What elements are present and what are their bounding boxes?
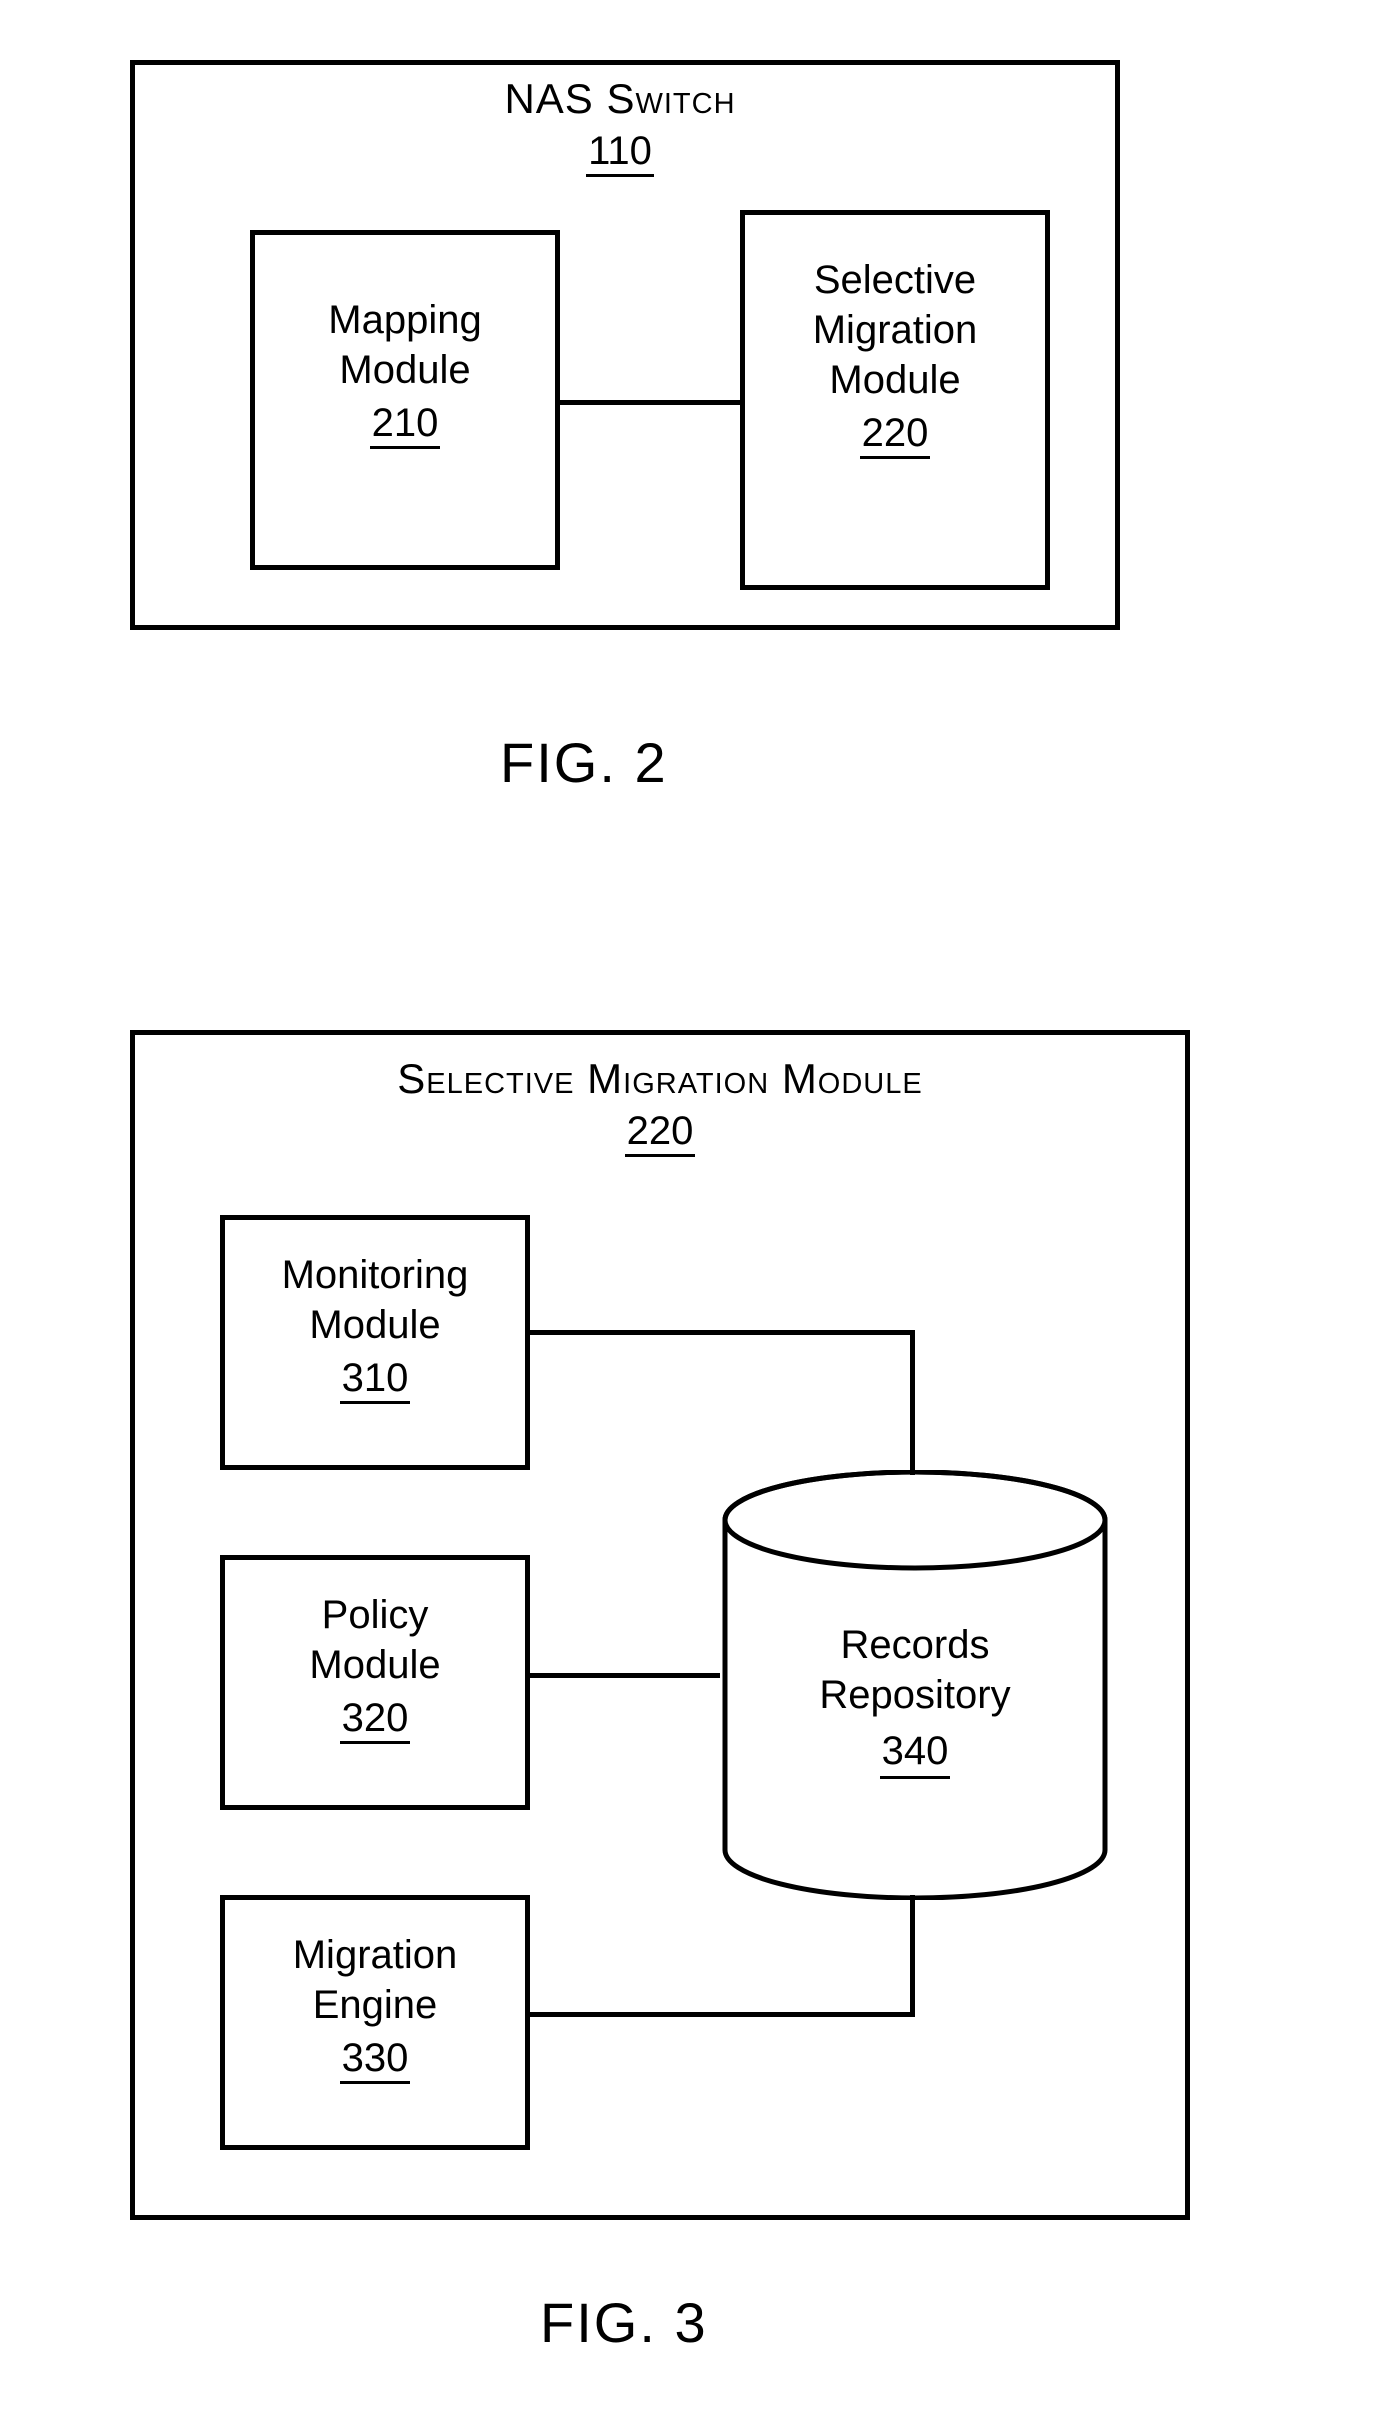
selective-id: 220 (860, 411, 931, 459)
selective-migration-box: Selective Migration Module 220 (740, 210, 1050, 590)
fig2-caption: FIG. 2 (500, 730, 668, 795)
fig2-title-id: 110 (586, 129, 654, 177)
migration-label-1: Migration (225, 1930, 525, 1980)
conn-policy (525, 1673, 720, 1678)
fig3-title: Selective Migration Module (360, 1055, 960, 1103)
monitoring-label-2: Module (225, 1300, 525, 1350)
conn-migration-h (525, 2012, 915, 2017)
selective-label-2: Migration (745, 305, 1045, 355)
fig3-title-id: 220 (625, 1109, 696, 1157)
policy-module-box: Policy Module 320 (220, 1555, 530, 1810)
fig2-title: NAS Switch (390, 75, 850, 123)
selective-label-1: Selective (745, 255, 1045, 305)
policy-label-1: Policy (225, 1590, 525, 1640)
selective-label-3: Module (745, 355, 1045, 405)
monitoring-module-box: Monitoring Module 310 (220, 1215, 530, 1470)
migration-label-2: Engine (225, 1980, 525, 2030)
monitoring-id: 310 (340, 1356, 411, 1404)
mapping-label-1: Mapping (255, 295, 555, 345)
cylinder-label-2: Repository (720, 1670, 1110, 1720)
policy-id: 320 (340, 1696, 411, 1744)
cylinder-id: 340 (880, 1726, 951, 1779)
migration-id: 330 (340, 2036, 411, 2084)
cylinder-label-1: Records (720, 1620, 1110, 1670)
policy-label-2: Module (225, 1640, 525, 1690)
fig3-caption: FIG. 3 (540, 2290, 708, 2355)
conn-monitoring-h (525, 1330, 915, 1335)
monitoring-label-1: Monitoring (225, 1250, 525, 1300)
migration-engine-box: Migration Engine 330 (220, 1895, 530, 2150)
fig3-title-block: Selective Migration Module 220 (360, 1055, 960, 1157)
page: NAS Switch 110 Mapping Module 210 Select… (0, 0, 1388, 2434)
conn-migration-v (910, 1895, 915, 2017)
mapping-id: 210 (370, 401, 441, 449)
conn-monitoring-v (910, 1330, 915, 1475)
records-repository-cylinder: Records Repository 340 (720, 1470, 1110, 1900)
fig2-title-block: NAS Switch 110 (390, 75, 850, 177)
mapping-module-box: Mapping Module 210 (250, 230, 560, 570)
fig2-connector (555, 400, 740, 405)
mapping-label-2: Module (255, 345, 555, 395)
